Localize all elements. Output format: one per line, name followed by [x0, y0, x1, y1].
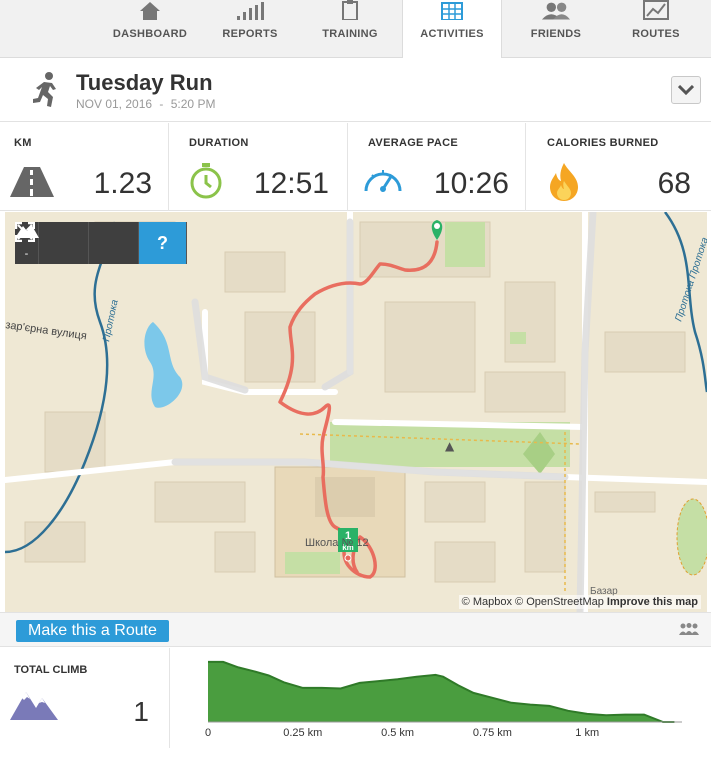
stat-average-pace: AVERAGE PACE 10:26	[348, 123, 526, 211]
activity-time: 5:20 PM	[170, 97, 216, 111]
start-marker-icon[interactable]	[431, 220, 443, 240]
elevation-chart: 0 0.25 km 0.5 km 0.75 km 1 km	[205, 660, 682, 739]
total-climb-box: TOTAL CLIMB 1	[0, 648, 170, 748]
people-group-icon[interactable]	[679, 622, 699, 640]
make-route-button[interactable]: Make this a Route	[16, 620, 169, 642]
road-icon	[10, 167, 54, 202]
street-label: зар'єрна вулиця	[5, 319, 88, 342]
activity-header: Tuesday Run NOV 01, 2016 - 5:20 PM	[0, 58, 711, 122]
datetime-separator: -	[159, 97, 164, 111]
help-button[interactable]: ?	[139, 222, 187, 264]
elevation-section: TOTAL CLIMB 1 0 0.25 km 0.5 km 0.75 km 1 km	[0, 648, 711, 771]
stat-duration: DURATION 12:51	[169, 123, 348, 211]
stat-value: 12:51	[253, 167, 329, 200]
x-tick-label: 0.5 km	[381, 727, 414, 739]
map-controls: + - ?	[15, 222, 187, 264]
activity-date: NOV 01, 2016	[76, 97, 153, 111]
map-attribution: © Mapbox © OpenStreetMap Improve this ma…	[458, 595, 701, 609]
running-person-icon	[30, 72, 62, 113]
stat-label: AVERAGE PACE	[368, 137, 458, 149]
clipboard-icon	[335, 0, 365, 20]
stats-row: KM 1.23 DURATION 12:51 AVERAGE PACE 10:2…	[0, 123, 711, 211]
stat-distance: KM 1.23	[0, 123, 169, 211]
calendar-icon	[437, 0, 467, 20]
fullscreen-button[interactable]	[15, 222, 89, 264]
elevation-line-series-0	[208, 660, 675, 723]
terrain-button[interactable]	[15, 222, 139, 264]
nav-training[interactable]: TRAINING	[300, 0, 400, 58]
zoom-out-button[interactable]: -	[24, 247, 29, 260]
nav-label: ROUTES	[632, 28, 680, 40]
home-icon	[135, 0, 165, 20]
km-marker-icon[interactable]	[338, 528, 358, 562]
tree-icon: ▲	[445, 439, 455, 453]
stopwatch-icon	[189, 163, 223, 204]
nav-friends[interactable]: FRIENDS	[506, 0, 606, 58]
km-marker-number: 1	[345, 530, 351, 542]
nav-label: REPORTS	[222, 28, 278, 40]
top-nav: DASHBOARD REPORTS TRAINING ACTIVITIES FR…	[0, 0, 711, 59]
stat-label: CALORIES BURNED	[547, 137, 659, 149]
mountains-icon	[10, 688, 58, 725]
x-tick-label: 0.75 km	[473, 727, 512, 739]
chevron-down-icon	[678, 85, 694, 95]
bazaar-label: Базар	[590, 586, 618, 597]
people-icon	[541, 0, 571, 20]
stat-value: 1.23	[93, 167, 152, 200]
actions-dropdown-button[interactable]	[671, 76, 701, 104]
activity-datetime: NOV 01, 2016 - 5:20 PM	[76, 97, 215, 111]
stat-value: 68	[657, 167, 691, 200]
improve-map-link[interactable]: Improve this map	[606, 596, 698, 608]
climb-label: TOTAL CLIMB	[14, 664, 88, 676]
nav-routes[interactable]: ROUTES	[606, 0, 706, 58]
activity-title: Tuesday Run	[76, 70, 213, 95]
bar-chart-icon	[235, 0, 265, 20]
km-marker-unit: km	[342, 543, 354, 552]
flame-icon	[548, 163, 580, 206]
nav-activities[interactable]: ACTIVITIES	[402, 0, 502, 59]
river-label-left: Протока	[101, 298, 121, 342]
nav-label: TRAINING	[322, 28, 378, 40]
stat-calories: CALORIES BURNED 68	[526, 123, 711, 211]
map-route-icon	[641, 0, 671, 20]
x-tick-label: 0.25 km	[283, 727, 322, 739]
nav-dashboard[interactable]: DASHBOARD	[100, 0, 200, 58]
osm-link[interactable]: © OpenStreetMap	[515, 596, 604, 608]
speedometer-icon	[362, 163, 404, 200]
climb-value: 1	[133, 696, 149, 727]
mapbox-link[interactable]: © Mapbox	[461, 596, 512, 608]
route-map[interactable]: 1 km ▲ зар'єрна вулиця Протока Протока П…	[5, 212, 707, 612]
elevation-area-series-0	[208, 661, 675, 722]
stat-label: KM	[14, 137, 32, 149]
nav-label: DASHBOARD	[112, 28, 188, 40]
route-bar: Make this a Route	[0, 612, 711, 647]
map-canvas: 1 km ▲ зар'єрна вулиця Протока Протока П…	[5, 212, 707, 612]
mountain-icon	[15, 224, 39, 238]
nav-label: ACTIVITIES	[420, 28, 484, 40]
stat-value: 10:26	[433, 167, 509, 200]
school-label: Школа № 12	[305, 537, 369, 549]
stat-label: DURATION	[189, 137, 249, 149]
x-tick-label: 0	[205, 727, 211, 739]
nav-reports[interactable]: REPORTS	[200, 0, 300, 58]
x-tick-label: 1 km	[575, 727, 599, 739]
nav-label: FRIENDS	[530, 28, 582, 40]
